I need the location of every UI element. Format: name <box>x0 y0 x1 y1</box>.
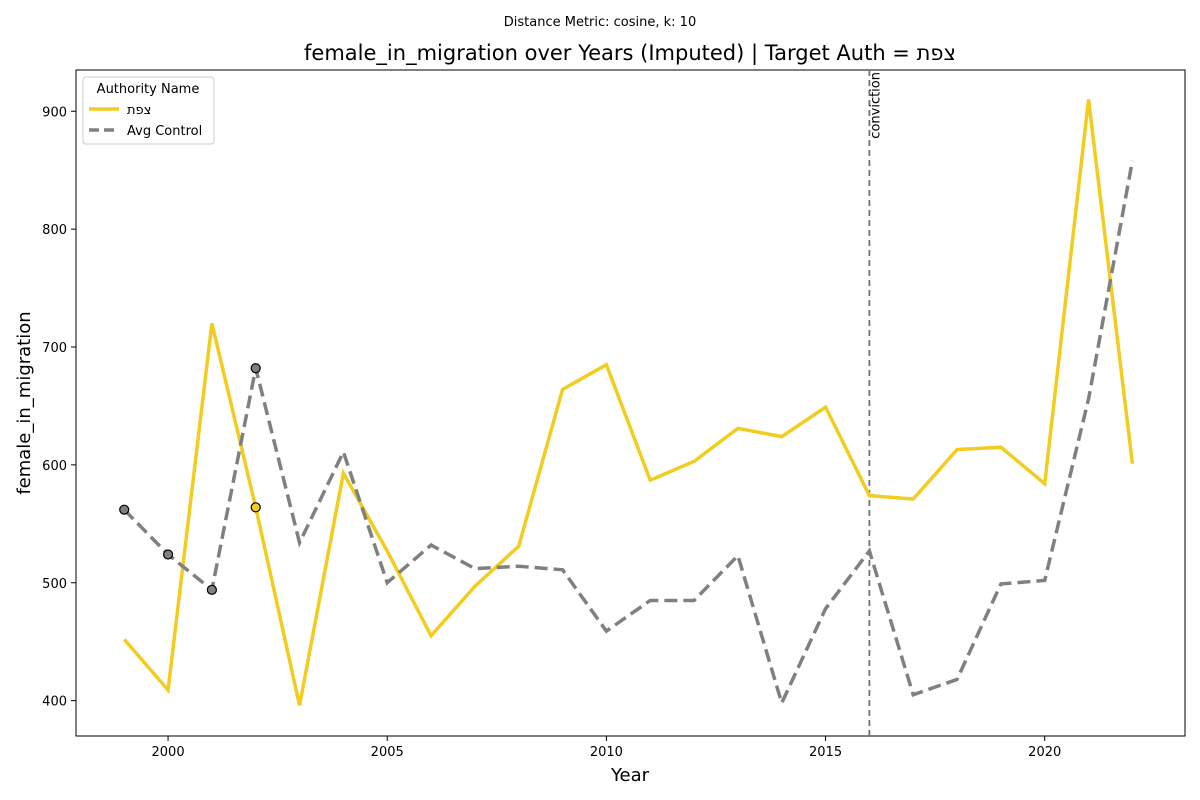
y-tick-label: 500 <box>42 577 67 592</box>
annotation-label: conviction <box>868 72 883 139</box>
x-axis-label: Year <box>610 765 650 786</box>
series-layer <box>122 99 1135 708</box>
x-tick-label: 2000 <box>152 745 185 760</box>
x-tick-label: 2020 <box>1028 745 1061 760</box>
x-tick-label: 2015 <box>809 745 842 760</box>
legend-box <box>82 76 215 145</box>
y-tick-label: 800 <box>42 223 67 238</box>
legend: Authority Name צפת Avg Control <box>82 76 215 145</box>
y-tick-label: 600 <box>42 459 67 474</box>
imputed-point <box>250 502 261 513</box>
imputed-point <box>119 504 130 515</box>
chart-suptitle: Distance Metric: cosine, k: 10 <box>504 15 696 30</box>
x-tick-label: 2005 <box>371 745 404 760</box>
y-tick-label: 900 <box>42 105 67 120</box>
imputed-point <box>162 549 174 560</box>
y-axis-label: female_in_migration <box>14 311 35 494</box>
x-tick-label: 2010 <box>590 745 623 760</box>
imputed-markers <box>119 363 261 595</box>
x-axis: 2000 2005 2010 2015 2020 <box>152 736 1061 760</box>
chart-title: female_in_migration over Years (Imputed)… <box>304 41 956 66</box>
imputed-point <box>206 584 217 595</box>
annotation-layer: conviction <box>868 70 883 736</box>
legend-label-target: צפת <box>127 103 151 118</box>
y-axis: 400 500 600 700 800 900 <box>42 105 76 710</box>
plot-area <box>75 69 1186 737</box>
legend-title: Authority Name <box>97 82 200 97</box>
legend-label-control: Avg Control <box>127 124 202 139</box>
series-line-control <box>122 160 1135 708</box>
imputed-point <box>250 363 261 374</box>
y-tick-label: 700 <box>42 341 67 356</box>
series-line-target <box>122 99 1135 706</box>
y-tick-label: 400 <box>42 695 67 710</box>
